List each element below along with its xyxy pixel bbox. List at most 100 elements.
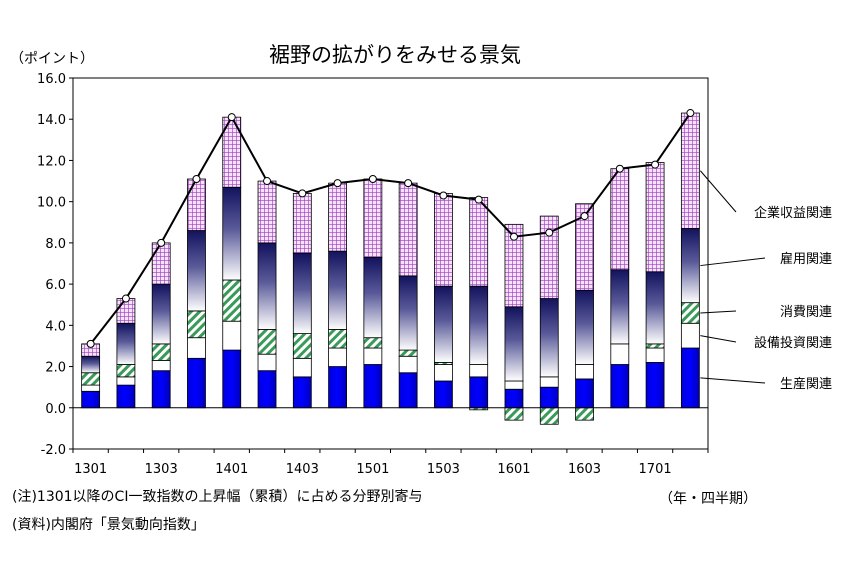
y-tick-label: 10.0 [37, 196, 66, 211]
bar-segment [539, 376, 559, 388]
total-point [121, 294, 130, 303]
bar-segment [187, 337, 206, 359]
x-tick-label: 1501 [356, 462, 389, 477]
total-point [580, 212, 589, 221]
note-line: (注)1301以降のCI一致指数の上昇幅（累積）に占める分野別寄与 [12, 489, 423, 505]
bar-segment [151, 242, 171, 285]
bar-segment [469, 197, 489, 287]
bar-segment [398, 372, 418, 409]
legend-label: 設備投資関連 [754, 335, 832, 351]
bar-segment [398, 182, 418, 277]
bar-segment [222, 349, 242, 409]
bar-segment [434, 364, 453, 382]
bar-segment [610, 269, 630, 345]
y-tick-label: 6.0 [45, 278, 66, 293]
x-tick-label: 1603 [568, 462, 601, 477]
bar-segment [257, 370, 277, 409]
x-tick-label: 1601 [497, 462, 530, 477]
bar-segment [151, 370, 171, 409]
bar-segment [363, 364, 383, 409]
y-axis: -2.0 0.0 2.0 4.0 6.0 8.0 10.0 12.0 14.0 16.0 [37, 72, 73, 458]
bar-segment [680, 228, 700, 304]
bar-segment [645, 343, 665, 349]
legend-label: 雇用関連 [780, 251, 832, 267]
total-point [474, 195, 483, 204]
total-point [263, 177, 272, 186]
source-line: (資料)内閣府「景気動向指数」 [12, 517, 205, 533]
bar-segment [469, 376, 489, 409]
total-point [227, 113, 236, 122]
bar-segment [187, 310, 206, 339]
legend-label: 消費関連 [780, 305, 832, 320]
x-tick-label: 1303 [145, 462, 178, 477]
x-tick-label: 1301 [74, 462, 107, 477]
bar-segment [292, 193, 312, 254]
y-tick-label: 12.0 [37, 154, 66, 169]
x-tick-label: 1401 [215, 462, 248, 477]
bar-segment [610, 343, 630, 365]
y-tick-label: 8.0 [45, 237, 66, 252]
bar-segment [116, 364, 136, 378]
bar-segment [222, 320, 242, 351]
bar-segment [363, 178, 383, 258]
bar-segment [116, 376, 136, 386]
bar-segment [151, 359, 171, 372]
bar-segment [257, 242, 277, 330]
bar-segment [575, 378, 594, 409]
bar-segment [680, 347, 700, 409]
bar-segment [504, 407, 524, 421]
bar-segment [257, 329, 277, 355]
x-axis: 1301 1303 1401 1403 1501 1503 1601 1603 1701 [72, 449, 709, 477]
bar-segment [257, 353, 277, 372]
bar-segment [575, 203, 594, 291]
total-point [86, 339, 95, 348]
bar-segment [539, 215, 559, 299]
bar-segment [434, 285, 453, 363]
legend-leader [700, 257, 766, 267]
bar-segment [363, 256, 383, 339]
bar-segment [328, 329, 347, 349]
total-point [439, 191, 448, 200]
chart-title: 裾野の拡がりをみせる景気 [269, 43, 521, 67]
bar-segment [292, 357, 312, 378]
bar-segment [610, 168, 630, 271]
total-point [192, 174, 201, 183]
bar-segment [328, 182, 347, 252]
bar-segment [292, 376, 312, 409]
total-point [157, 238, 166, 247]
x-tick-label: 1503 [427, 462, 460, 477]
bar-segment [504, 380, 524, 390]
bar-segment [363, 347, 383, 365]
total-point [404, 179, 413, 188]
bar-segment [504, 388, 524, 409]
bar-segment [645, 362, 665, 409]
bar-segment [575, 289, 594, 365]
bar-segment [398, 275, 418, 351]
bar-segment [328, 347, 347, 367]
plot-area [72, 77, 709, 450]
y-tick-label: 4.0 [45, 319, 66, 334]
x-axis-unit: （年・四半期） [659, 491, 757, 507]
bar-segment [81, 372, 101, 386]
total-point [615, 164, 624, 173]
bar-segment [116, 384, 136, 409]
bar-segment [469, 364, 489, 378]
bar-segment [469, 285, 489, 365]
total-point [333, 179, 342, 188]
bar-segment [116, 322, 136, 365]
total-line [89, 112, 692, 345]
bar-segment [610, 364, 630, 409]
bar-segment [539, 386, 559, 409]
total-point [298, 189, 307, 198]
bar-segment [398, 349, 418, 357]
bar-segment [680, 302, 700, 324]
x-tick-label: 1701 [639, 462, 672, 477]
legend-leader [700, 377, 766, 384]
bar-segment [187, 178, 206, 231]
bar-segment [222, 186, 242, 281]
bar-segment [187, 230, 206, 312]
y-tick-label: 16.0 [37, 72, 66, 87]
total-point [368, 174, 377, 183]
bar-segment [81, 390, 101, 409]
